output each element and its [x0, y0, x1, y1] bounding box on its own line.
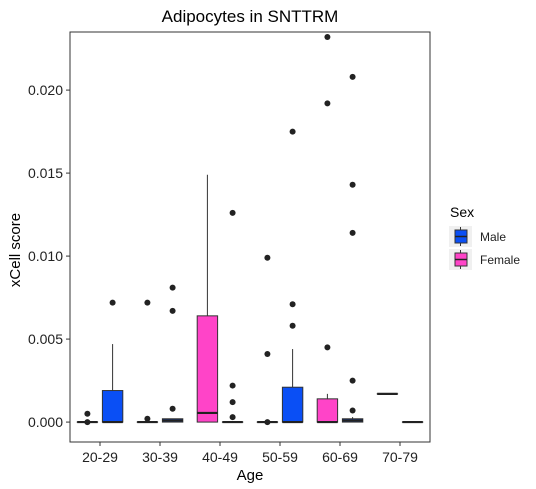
- outlier-female-30-39-0: [144, 299, 151, 306]
- y-axis: 0.000 0.005 0.010 0.015 0.020: [28, 82, 70, 430]
- legend: Sex Male Female: [449, 204, 520, 270]
- outlier-male-60-69-2: [349, 229, 356, 236]
- outlier-male-30-39-1: [169, 307, 176, 314]
- outlier-male-20-29-0: [109, 299, 116, 306]
- x-tick-label-2: 40-49: [202, 449, 238, 465]
- x-axis: 20-29 30-39 40-49 50-59 60-69 70-79: [82, 442, 418, 465]
- outlier-female-60-69-1: [324, 100, 331, 107]
- outlier-female-30-39-1: [144, 415, 151, 422]
- outlier-male-40-49-2: [229, 399, 236, 406]
- plot-layer: [76, 33, 424, 426]
- outlier-female-60-69-2: [324, 344, 331, 351]
- y-tick-label-0: 0.000: [28, 414, 63, 430]
- outlier-male-50-59-1: [289, 301, 296, 308]
- outlier-male-50-59-2: [289, 322, 296, 329]
- y-axis-label: xCell score: [7, 213, 24, 287]
- box-male-20-29: [101, 390, 124, 423]
- y-tick-label-4: 0.020: [28, 82, 63, 98]
- box-male-50-59: [281, 386, 304, 423]
- outlier-male-30-39-2: [169, 405, 176, 412]
- chart-title: Adipocytes in SNTTRM: [162, 7, 339, 26]
- outlier-male-60-69-4: [349, 407, 356, 414]
- outlier-male-50-59-0: [289, 128, 296, 135]
- y-tick-label-2: 0.010: [28, 248, 63, 264]
- x-tick-label-1: 30-39: [142, 449, 178, 465]
- legend-label-0: Male: [480, 230, 506, 244]
- legend-label-1: Female: [480, 253, 520, 267]
- outlier-male-60-69-3: [349, 377, 356, 384]
- box-female-60-69: [316, 398, 339, 423]
- outlier-female-50-59-2: [264, 419, 271, 426]
- outlier-male-40-49-1: [229, 382, 236, 389]
- x-tick-label-0: 20-29: [82, 449, 118, 465]
- outlier-male-60-69-1: [349, 181, 356, 188]
- outlier-female-50-59-1: [264, 351, 271, 358]
- outlier-female-50-59-0: [264, 254, 271, 261]
- y-tick-label-3: 0.015: [28, 165, 63, 181]
- outlier-female-20-29-0: [84, 410, 91, 417]
- x-tick-label-4: 60-69: [322, 449, 358, 465]
- box-female-40-49: [196, 315, 219, 423]
- outlier-female-20-29-1: [84, 419, 91, 426]
- outlier-male-30-39-0: [169, 284, 176, 291]
- outlier-female-60-69-0: [324, 33, 331, 40]
- outlier-male-40-49-3: [229, 414, 236, 421]
- x-axis-label: Age: [237, 467, 264, 484]
- outlier-male-60-69-0: [349, 73, 356, 80]
- outlier-male-40-49-0: [229, 209, 236, 216]
- x-tick-label-3: 50-59: [262, 449, 298, 465]
- x-tick-label-5: 70-79: [382, 449, 418, 465]
- y-tick-label-1: 0.005: [28, 331, 63, 347]
- plot-panel: [69, 31, 431, 443]
- legend-title: Sex: [450, 204, 474, 220]
